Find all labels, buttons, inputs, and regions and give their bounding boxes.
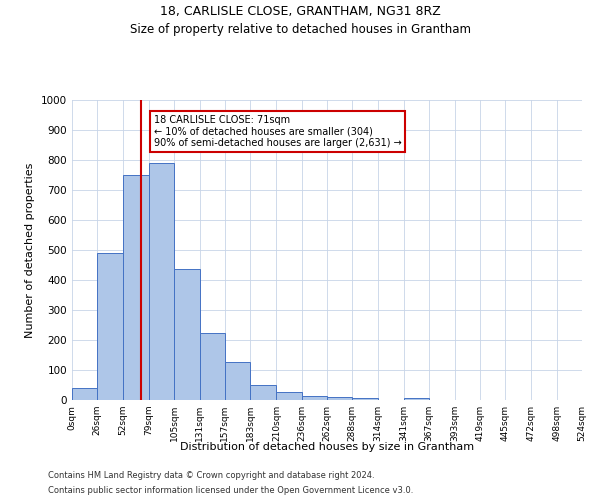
Text: Contains public sector information licensed under the Open Government Licence v3: Contains public sector information licen… xyxy=(48,486,413,495)
Bar xyxy=(327,397,352,400)
Bar xyxy=(277,392,302,400)
Bar xyxy=(404,398,429,400)
Text: Contains HM Land Registry data © Crown copyright and database right 2024.: Contains HM Land Registry data © Crown c… xyxy=(48,471,374,480)
Text: Size of property relative to detached houses in Grantham: Size of property relative to detached ho… xyxy=(130,22,470,36)
Bar xyxy=(352,398,377,400)
Text: 18 CARLISLE CLOSE: 71sqm
← 10% of detached houses are smaller (304)
90% of semi-: 18 CARLISLE CLOSE: 71sqm ← 10% of detach… xyxy=(154,115,401,148)
Y-axis label: Number of detached properties: Number of detached properties xyxy=(25,162,35,338)
Bar xyxy=(122,175,149,400)
Bar xyxy=(72,388,97,400)
Bar xyxy=(250,385,277,400)
Bar xyxy=(199,334,225,400)
Text: Distribution of detached houses by size in Grantham: Distribution of detached houses by size … xyxy=(180,442,474,452)
Text: 18, CARLISLE CLOSE, GRANTHAM, NG31 8RZ: 18, CARLISLE CLOSE, GRANTHAM, NG31 8RZ xyxy=(160,5,440,18)
Bar xyxy=(225,362,250,400)
Bar xyxy=(174,269,200,400)
Bar xyxy=(302,396,327,400)
Bar xyxy=(97,253,122,400)
Bar xyxy=(149,163,174,400)
